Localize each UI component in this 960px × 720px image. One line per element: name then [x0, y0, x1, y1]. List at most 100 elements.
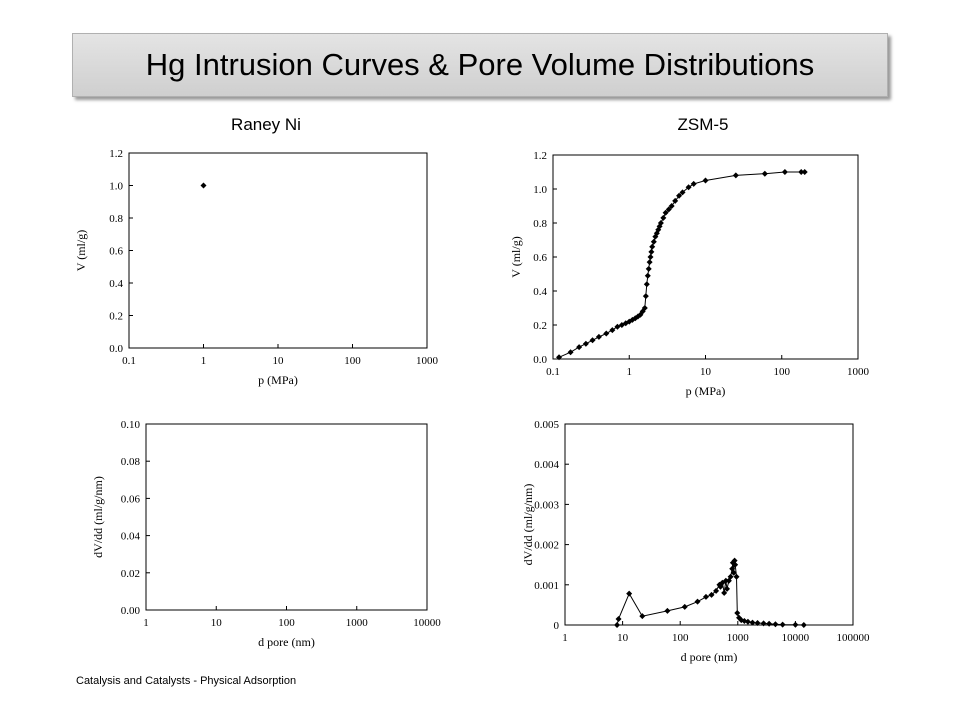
data-point [576, 344, 583, 351]
x-tick-label: 100 [344, 355, 361, 367]
data-point [754, 619, 761, 626]
data-point [664, 607, 671, 614]
page-title: Hg Intrusion Curves & Pore Volume Distri… [145, 47, 815, 82]
data-point [614, 622, 621, 628]
data-point [641, 305, 648, 311]
data-point [672, 197, 679, 204]
plot-frame [552, 154, 859, 360]
y-tick-label: 0.06 [121, 493, 141, 505]
x-axis-label: p (MPa) [686, 384, 726, 398]
x-tick-label: 0.1 [122, 355, 136, 367]
data-point [609, 327, 616, 334]
title-box: Hg Intrusion Curves & Pore Volume Distri… [72, 33, 888, 97]
column-title-raney: Raney Ni [231, 115, 301, 134]
data-point [567, 349, 574, 356]
data-point [662, 209, 669, 216]
y-tick-label: 1.0 [109, 181, 123, 193]
y-axis-label: dV/dd (ml/g/nm) [91, 476, 105, 558]
data-point [644, 272, 651, 279]
data-point [650, 238, 657, 245]
x-axis-label: d pore (nm) [258, 635, 315, 649]
data-point [730, 569, 737, 576]
data-point [727, 573, 734, 580]
x-tick-label: 0.1 [546, 366, 560, 378]
data-point [556, 354, 563, 361]
y-tick-label: 0.4 [109, 278, 123, 290]
data-point [647, 254, 654, 260]
x-tick-label: 1 [201, 355, 207, 367]
data-point [779, 621, 786, 628]
data-point [800, 622, 807, 628]
y-tick-label: 0.0 [533, 354, 547, 366]
data-point [200, 182, 207, 189]
plot-frame [128, 152, 428, 349]
x-tick-label: 10000 [782, 632, 810, 644]
data-point [665, 206, 672, 213]
y-tick-label: 0.08 [121, 456, 141, 468]
data-point [676, 192, 683, 199]
y-tick-label: 0.00 [121, 605, 141, 617]
x-tick-label: 1000 [416, 355, 439, 367]
data-point [766, 620, 773, 627]
x-tick-label: 1000 [727, 632, 750, 644]
series-line [558, 171, 805, 358]
y-tick-label: 0.6 [109, 246, 123, 258]
data-point [639, 613, 646, 620]
data-point [694, 598, 701, 605]
y-tick-label: 0.0 [109, 343, 123, 355]
x-axis-label: d pore (nm) [681, 650, 738, 664]
x-tick-label: 10 [273, 355, 285, 367]
data-point [761, 170, 768, 177]
y-tick-label: 0 [554, 620, 560, 632]
x-tick-label: 1 [627, 366, 633, 378]
data-point [645, 265, 652, 272]
x-tick-label: 10 [700, 366, 712, 378]
y-tick-label: 0.8 [109, 213, 123, 225]
series-line [616, 560, 804, 626]
data-point [734, 609, 741, 616]
y-tick-label: 0.2 [533, 320, 547, 332]
data-point [649, 243, 656, 250]
y-tick-label: 0.4 [533, 286, 547, 298]
data-point [713, 587, 720, 594]
footer-text: Catalysis and Catalysts - Physical Adsor… [76, 675, 297, 687]
y-tick-label: 0.002 [534, 540, 559, 552]
data-point [801, 169, 808, 175]
y-tick-label: 0.04 [121, 531, 141, 543]
y-tick-label: 1.2 [533, 150, 547, 162]
data-point [615, 615, 622, 622]
y-tick-label: 0.6 [533, 252, 547, 264]
data-point [589, 337, 596, 344]
y-tick-label: 0.10 [121, 419, 141, 431]
y-tick-label: 0.001 [534, 580, 559, 592]
y-axis-label: dV/dd (ml/g/nm) [521, 484, 535, 566]
x-axis-label: p (MPa) [258, 373, 298, 387]
x-tick-label: 1000 [346, 617, 369, 629]
chart-zsm5-intrusion: 0.1 1 10 100 1000 0.0 0.2 0.4 0.6 0.8 1.0 1.2 p (MPa… [509, 150, 870, 398]
y-tick-label: 0.02 [121, 568, 140, 580]
data-point [657, 220, 664, 226]
data-point [724, 585, 731, 592]
data-point [582, 340, 589, 347]
y-axis-label: V (ml/g) [509, 236, 523, 277]
data-point [708, 591, 715, 598]
data-point [595, 333, 602, 340]
data-point [702, 177, 709, 184]
x-tick-label: 100 [774, 366, 791, 378]
x-tick-label: 100 [672, 632, 689, 644]
x-tick-label: 100000 [837, 632, 871, 644]
data-point [626, 590, 633, 597]
data-point [722, 577, 729, 584]
data-point [685, 184, 692, 191]
data-point [614, 323, 621, 330]
y-tick-label: 0.004 [534, 459, 559, 471]
data-point [732, 561, 739, 568]
data-point [792, 621, 799, 628]
y-tick-label: 0.005 [534, 419, 559, 431]
chart-raney-distribution: 1 10 100 1000 10000 0.00 0.02 0.04 0.06 0.08 0.10 d… [91, 419, 441, 649]
data-point [733, 573, 740, 580]
data-point [603, 330, 610, 337]
x-tick-label: 10 [617, 632, 629, 644]
data-point [732, 172, 739, 179]
x-tick-label: 1 [143, 617, 149, 629]
